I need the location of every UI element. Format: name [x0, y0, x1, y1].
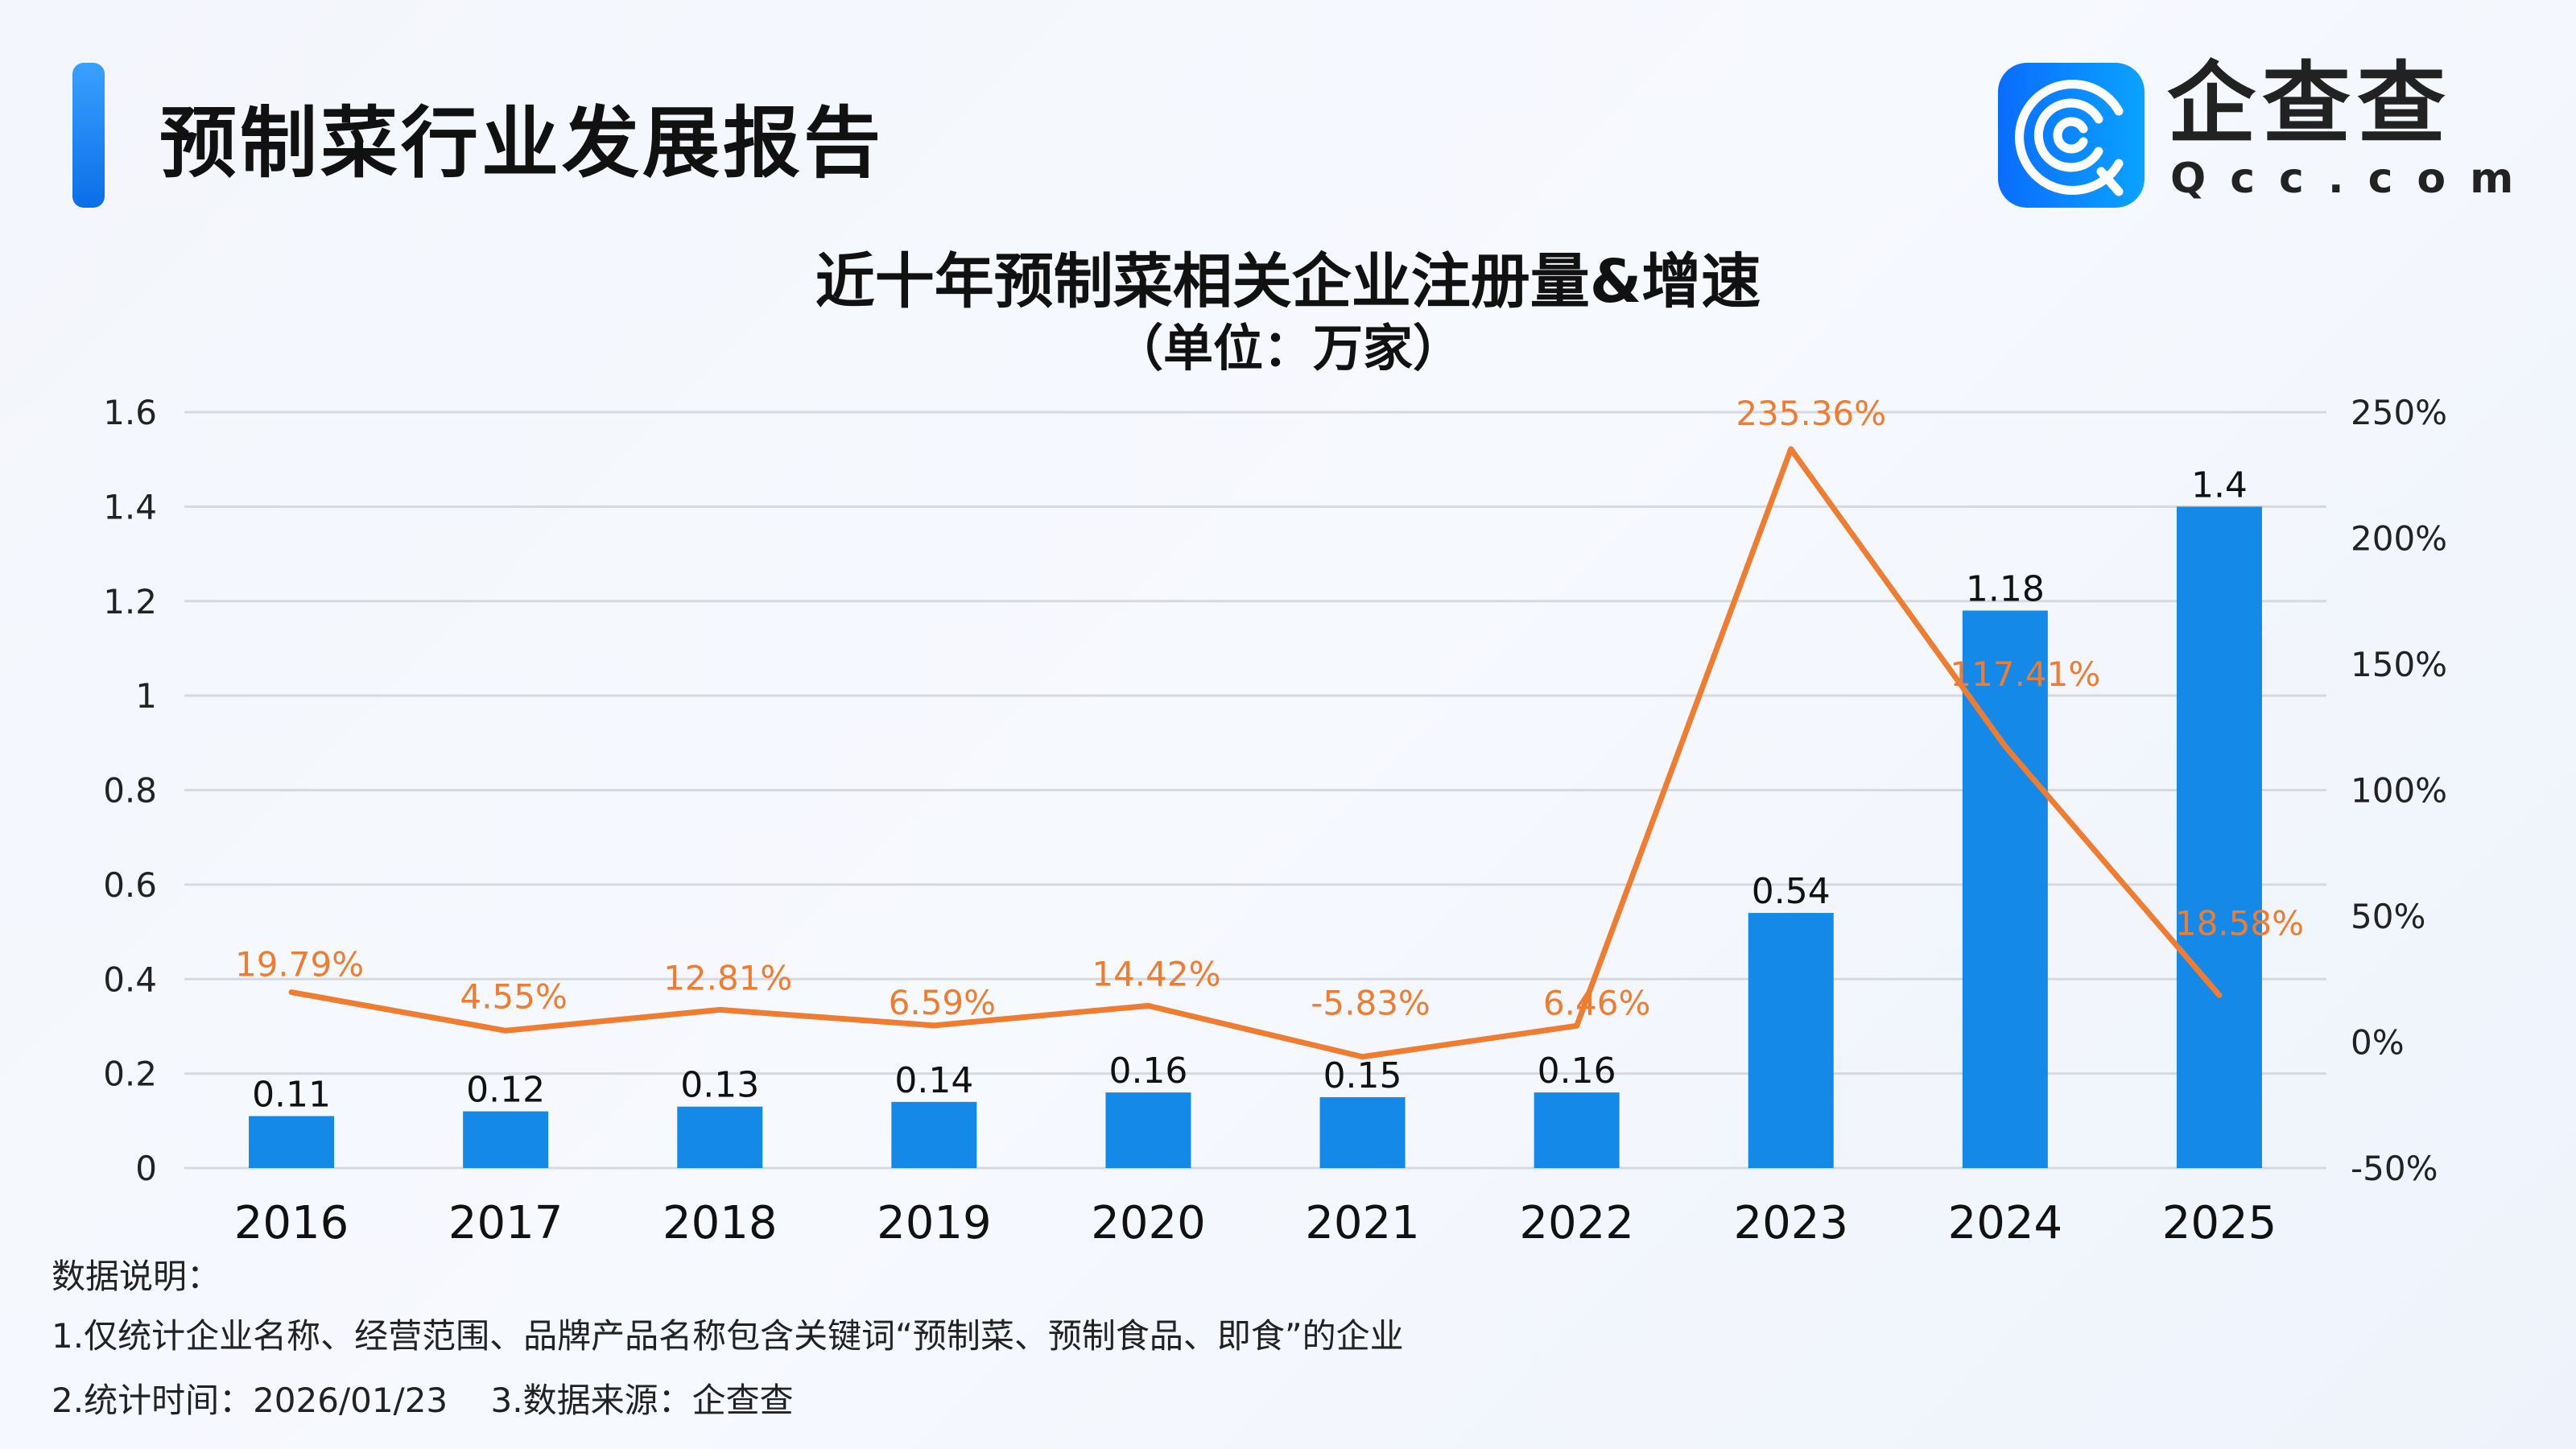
bar-label: 0.16 — [1108, 1051, 1187, 1092]
x-axis-tick: 2024 — [1948, 1197, 2063, 1249]
growth-label: -5.83% — [1311, 984, 1430, 1023]
bar — [1962, 610, 2048, 1168]
x-axis-tick: 2023 — [1733, 1197, 1848, 1249]
growth-label: 4.55% — [460, 976, 567, 1016]
notes-line-1: 1.仅统计企业名称、经营范围、品牌产品名称包含关键词“预制菜、预制食品、即食”的… — [52, 1316, 1404, 1356]
right-axis-tick: 200% — [2351, 519, 2447, 559]
bar — [249, 1116, 335, 1168]
bar — [677, 1106, 763, 1168]
right-axis-tick: 250% — [2351, 393, 2447, 432]
x-axis-tick: 2022 — [1519, 1197, 1634, 1249]
right-axis-tick: -50% — [2351, 1149, 2438, 1188]
bar — [1105, 1092, 1191, 1168]
x-axis-tick: 2018 — [663, 1197, 778, 1249]
bar — [463, 1111, 549, 1168]
left-axis-tick: 0.4 — [103, 960, 157, 999]
growth-label: 235.36% — [1736, 394, 1886, 433]
growth-label: 14.42% — [1092, 954, 1220, 993]
chart-subtitle: （单位：万家） — [1113, 319, 1463, 378]
bar — [1319, 1096, 1406, 1168]
x-axis-tick: 2025 — [2162, 1197, 2277, 1249]
page-title: 预制菜行业发展报告 — [159, 98, 884, 188]
x-axis-tick: 2016 — [234, 1197, 349, 1249]
notes-heading: 数据说明： — [52, 1257, 221, 1296]
bar-label: 0.14 — [894, 1060, 973, 1101]
right-axis-tick: 0% — [2351, 1023, 2405, 1063]
growth-line — [288, 446, 2223, 1060]
left-axis-tick: 0.6 — [103, 865, 157, 905]
bar-label: 0.54 — [1752, 871, 1831, 912]
logo-text-en: Qcc.com — [2170, 155, 2538, 203]
growth-label: 18.58% — [2175, 903, 2304, 943]
bar-label: 1.18 — [1966, 568, 2045, 609]
notes-line-2: 2.统计时间：2026/01/23 3.数据来源：企查查 — [52, 1381, 794, 1420]
qcc-logo-icon — [1998, 63, 2145, 208]
right-axis-tick: 100% — [2351, 771, 2447, 811]
x-axis-tick: 2020 — [1091, 1197, 1206, 1249]
bar — [1748, 913, 1834, 1168]
qcc-logo: 企查查 Qcc.com — [1998, 52, 2562, 208]
bar-label: 0.13 — [680, 1065, 759, 1106]
bar-label: 0.11 — [252, 1074, 331, 1115]
x-axis-tick: 2021 — [1305, 1197, 1420, 1249]
chart-title: 近十年预制菜相关企业注册量&增速 — [815, 247, 1761, 316]
x-axis-tick: 2017 — [448, 1197, 564, 1249]
right-axis-tick: 50% — [2351, 897, 2425, 936]
bar-label: 0.15 — [1323, 1055, 1402, 1096]
left-axis-tick: 0 — [135, 1149, 157, 1188]
bar-label: 1.4 — [2191, 464, 2248, 506]
bar-label: 0.16 — [1538, 1051, 1616, 1092]
growth-label: 117.41% — [1950, 654, 2100, 694]
left-axis-tick: 1.6 — [103, 393, 157, 432]
left-axis-tick: 0.8 — [103, 771, 157, 811]
right-axis-tick: 150% — [2351, 645, 2447, 684]
bar — [2176, 506, 2262, 1168]
growth-label: 12.81% — [663, 958, 792, 997]
left-axis-tick: 1.4 — [103, 487, 157, 526]
left-axis-tick: 0.2 — [103, 1055, 157, 1094]
growth-label: 19.79% — [235, 945, 364, 985]
bar — [891, 1101, 977, 1168]
growth-label: 6.46% — [1543, 983, 1650, 1022]
bar-label: 0.12 — [466, 1070, 545, 1111]
left-axis-tick: 1.2 — [103, 582, 157, 621]
bar — [1534, 1092, 1620, 1168]
x-axis-tick: 2019 — [877, 1197, 992, 1249]
left-axis-tick: 1 — [135, 676, 157, 716]
growth-label: 6.59% — [889, 983, 996, 1022]
logo-text-cn: 企查查 — [2167, 52, 2452, 155]
title-accent-bar — [72, 63, 105, 208]
